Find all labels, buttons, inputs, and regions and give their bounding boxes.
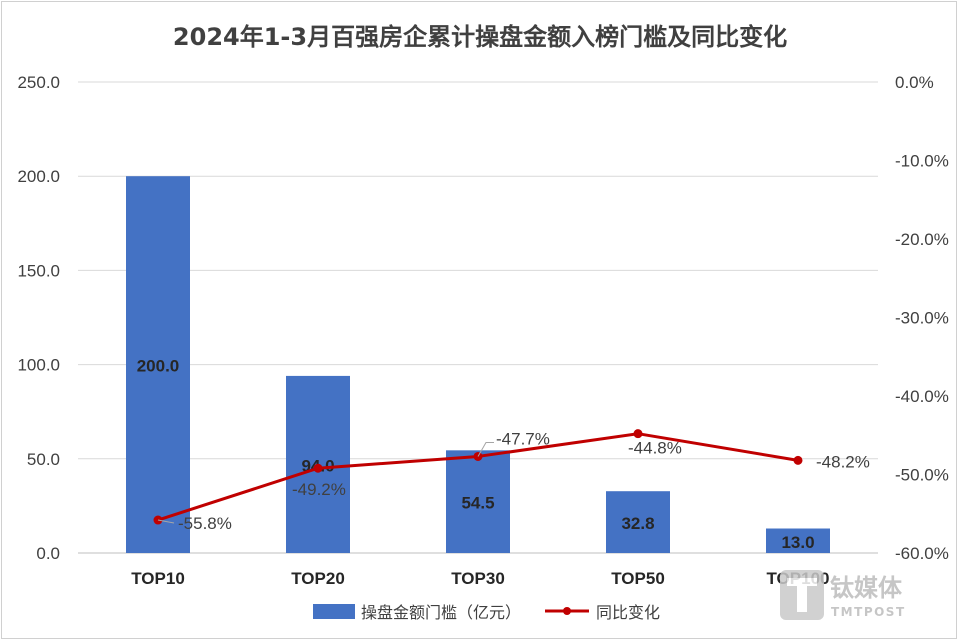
line-label-TOP30: -47.7% [496, 429, 550, 448]
category-label: TOP20 [291, 569, 345, 588]
line-label-TOP50: -44.8% [628, 439, 682, 458]
line-point-TOP100 [793, 455, 803, 465]
category-label: TOP10 [131, 569, 185, 588]
legend-bar-swatch [313, 604, 355, 619]
category-label: TOP30 [451, 569, 505, 588]
leader-line [477, 441, 494, 457]
bar-TOP30 [446, 450, 510, 553]
right-tick-label: -20.0% [895, 230, 949, 249]
legend: 操盘金额门槛（亿元） 同比变化 [313, 603, 660, 622]
line-label-TOP20: -49.2% [292, 480, 346, 499]
bar-label-TOP100: 13.0 [781, 533, 814, 552]
legend-line-label: 同比变化 [596, 603, 660, 622]
bar-label-TOP10: 200.0 [137, 357, 180, 376]
left-tick-label: 0.0 [36, 544, 60, 563]
right-tick-label: -40.0% [895, 387, 949, 406]
right-tick-label: -50.0% [895, 466, 949, 485]
bar-series [126, 176, 830, 553]
watermark-logo: 钛媒体 TMTPOST [780, 570, 906, 620]
bar-data-labels: 200.094.054.532.813.0 [137, 357, 815, 552]
bar-label-TOP30: 54.5 [461, 494, 494, 513]
line-point-TOP20 [313, 463, 323, 473]
line-data-labels: -55.8% -49.2% -47.7% -44.8% -48.2% [157, 429, 870, 533]
bar-TOP100 [766, 528, 830, 553]
gridlines [78, 81, 878, 554]
leader-line [157, 519, 175, 524]
bar-TOP10 [126, 176, 190, 553]
left-tick-label: 150.0 [17, 261, 60, 280]
line-label-TOP100: -48.2% [816, 452, 870, 471]
right-tick-label: 0.0% [895, 73, 934, 92]
category-axis-labels: TOP10TOP20TOP30TOP50TOP100 [131, 569, 829, 588]
left-tick-label: 200.0 [17, 167, 60, 186]
bar-label-TOP50: 32.8 [621, 514, 654, 533]
watermark-en: TMTPOST [831, 605, 906, 619]
right-tick-label: -10.0% [895, 152, 949, 171]
chart-title: 2024年1-3月百强房企累计操盘金额入榜门槛及同比变化 [173, 23, 787, 51]
legend-line-marker [563, 607, 571, 615]
line-label-TOP10: -55.8% [178, 514, 232, 533]
bar-TOP50 [606, 491, 670, 553]
left-tick-label: 50.0 [27, 450, 60, 469]
left-axis-ticks: 0.0 50.0 100.0 150.0 200.0 250.0 [17, 73, 60, 563]
line-point-TOP50 [633, 429, 643, 439]
right-tick-label: -30.0% [895, 309, 949, 328]
watermark-t-stem [797, 586, 807, 612]
right-tick-label: -60.0% [895, 544, 949, 563]
category-label: TOP50 [611, 569, 665, 588]
left-tick-label: 100.0 [17, 356, 60, 375]
left-tick-label: 250.0 [17, 73, 60, 92]
watermark-t-bar [787, 578, 817, 586]
watermark-cn: 钛媒体 [830, 574, 903, 602]
right-axis-ticks: -60.0% -50.0% -40.0% -30.0% -20.0% -10.0% 0.0% [895, 73, 949, 563]
legend-bar-label: 操盘金额门槛（亿元） [361, 603, 521, 622]
